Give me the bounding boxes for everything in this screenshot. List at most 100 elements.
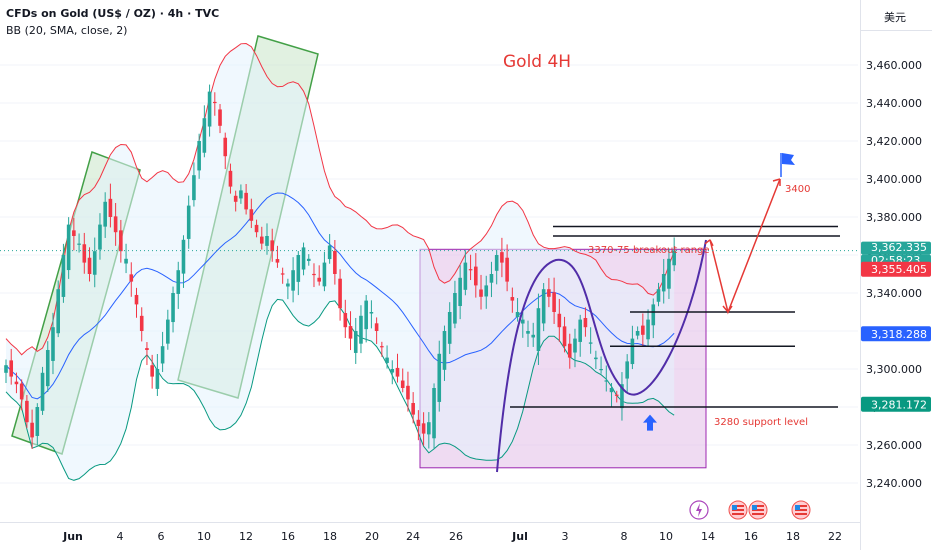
candle[interactable] (573, 328, 577, 368)
candle[interactable] (322, 251, 327, 292)
price-label-tag[interactable]: 3,318.288 (861, 326, 931, 342)
candle[interactable] (239, 184, 243, 204)
candle-body[interactable] (155, 369, 160, 389)
candle[interactable] (317, 265, 321, 286)
candle-body[interactable] (526, 331, 530, 334)
candle[interactable] (359, 305, 363, 354)
candle[interactable] (369, 300, 374, 329)
candle-body[interactable] (45, 350, 50, 387)
candle[interactable] (176, 261, 181, 309)
candle-body[interactable] (609, 388, 614, 393)
candle[interactable] (416, 410, 421, 441)
us-flag-event-icon[interactable] (791, 500, 811, 520)
candle[interactable] (244, 183, 248, 215)
candle[interactable] (213, 92, 217, 116)
candle[interactable] (364, 295, 368, 343)
candle[interactable] (145, 342, 149, 366)
candle[interactable] (108, 183, 113, 228)
candle[interactable] (306, 254, 311, 266)
candle-body[interactable] (77, 243, 81, 245)
candle-body[interactable] (30, 422, 34, 438)
candle[interactable] (186, 195, 191, 249)
candle-body[interactable] (520, 319, 525, 324)
candle[interactable] (620, 372, 624, 421)
candle-body[interactable] (327, 245, 332, 260)
candle-body[interactable] (239, 190, 243, 199)
candle-body[interactable] (291, 270, 295, 291)
candle[interactable] (385, 345, 389, 369)
candle[interactable] (197, 133, 201, 179)
candle[interactable] (9, 348, 14, 385)
candle[interactable] (646, 309, 650, 347)
candle-body[interactable] (192, 175, 196, 201)
candle[interactable] (442, 325, 447, 381)
candle-body[interactable] (51, 327, 55, 361)
candle[interactable] (286, 278, 290, 300)
candle[interactable] (19, 379, 24, 411)
candle-body[interactable] (40, 372, 45, 411)
candle-body[interactable] (322, 262, 327, 287)
candle[interactable] (66, 217, 71, 279)
candle-body[interactable] (249, 209, 254, 221)
candle-body[interactable] (484, 285, 489, 297)
candle[interactable] (265, 223, 269, 255)
candle-body[interactable] (9, 360, 14, 377)
candle-body[interactable] (333, 251, 337, 274)
candle-body[interactable] (129, 274, 134, 282)
candle-body[interactable] (547, 289, 551, 297)
candle[interactable] (625, 354, 629, 394)
candle[interactable] (228, 163, 233, 194)
candle-body[interactable] (494, 255, 499, 271)
candle-body[interactable] (437, 353, 442, 402)
candle-body[interactable] (82, 244, 87, 263)
symbol-legend[interactable]: CFDs on Gold (US$ / OZ) · 4h · TVC (6, 7, 220, 20)
candle-body[interactable] (427, 422, 431, 435)
candle[interactable] (630, 325, 635, 370)
candle-body[interactable] (87, 257, 92, 274)
candle[interactable] (421, 412, 426, 446)
candle[interactable] (30, 409, 34, 449)
candle[interactable] (61, 243, 66, 303)
candle[interactable] (578, 314, 582, 357)
candle[interactable] (510, 287, 515, 313)
candle-body[interactable] (259, 236, 264, 244)
candle-body[interactable] (515, 312, 520, 318)
candle-body[interactable] (317, 277, 321, 282)
candle-body[interactable] (108, 198, 113, 217)
candle[interactable] (641, 313, 645, 347)
candle[interactable] (520, 311, 525, 338)
candle-body[interactable] (411, 403, 415, 415)
candle-body[interactable] (625, 361, 629, 379)
candle[interactable] (192, 162, 196, 207)
candle-body[interactable] (479, 289, 483, 297)
candle[interactable] (14, 372, 19, 394)
candle-body[interactable] (150, 365, 154, 377)
candle[interactable] (552, 277, 556, 324)
candle[interactable] (635, 326, 640, 340)
currency-label[interactable]: 美元 (884, 11, 906, 24)
candle-body[interactable] (270, 240, 275, 252)
price-label-tag[interactable]: 3,362.335 (861, 241, 931, 255)
candle-body[interactable] (254, 224, 259, 233)
indicator-legend[interactable]: BB (20, SMA, close, 2) (6, 24, 128, 37)
candle-body[interactable] (510, 297, 515, 301)
price-label-tag[interactable]: 3,281.172 (861, 396, 931, 412)
candle[interactable] (541, 283, 546, 332)
candle-body[interactable] (25, 400, 29, 423)
candle-body[interactable] (312, 273, 316, 276)
candle[interactable] (270, 228, 275, 262)
candle-body[interactable] (374, 323, 379, 331)
candle[interactable] (411, 392, 415, 424)
candle[interactable] (25, 395, 29, 428)
candle[interactable] (35, 403, 40, 446)
candle[interactable] (150, 354, 154, 389)
candle[interactable] (155, 354, 160, 396)
candle[interactable] (547, 278, 551, 308)
candle-body[interactable] (421, 423, 426, 434)
candle[interactable] (515, 298, 520, 322)
candle-body[interactable] (646, 319, 650, 340)
candle-body[interactable] (651, 304, 656, 326)
price-label-tag[interactable]: 3,355.405 (861, 261, 931, 277)
candle[interactable] (406, 371, 410, 412)
